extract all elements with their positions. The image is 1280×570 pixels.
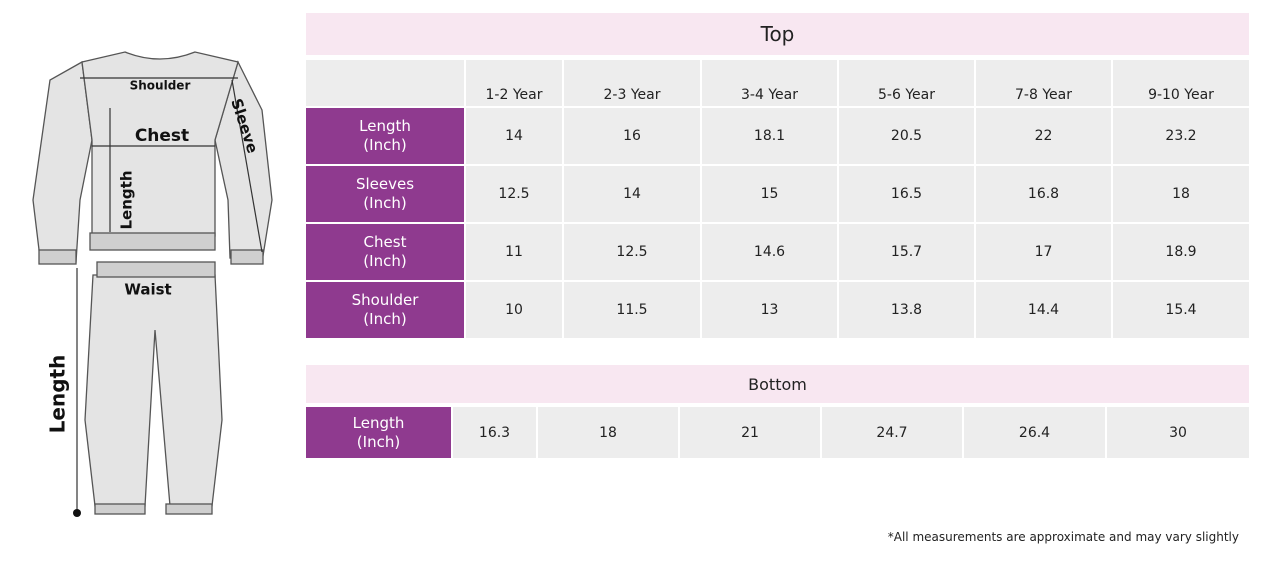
value-cell: 23.2	[1113, 108, 1249, 164]
label: Waist	[124, 281, 171, 299]
column-header: 1-2 Year	[466, 60, 562, 106]
footnote: *All measurements are approximate and ma…	[887, 530, 1239, 544]
value-cell: 11	[466, 224, 562, 280]
value-cell: 12.5	[564, 224, 700, 280]
table-title: Bottom	[306, 365, 1249, 403]
value-cell: 16.3	[453, 407, 536, 458]
row-name: Sleeves	[355, 175, 415, 193]
table-title: Top	[306, 13, 1249, 55]
value-cell: 15	[702, 166, 837, 222]
value-cell: 18	[538, 407, 678, 458]
value-cell: 15.4	[1113, 282, 1249, 338]
value-cell: 14	[564, 166, 700, 222]
label: Shoulder	[130, 79, 191, 93]
value-cell: 22	[976, 108, 1111, 164]
left-sleeve	[32, 60, 93, 263]
row-unit: (Inch)	[356, 432, 401, 451]
row-label: Length (Inch)	[306, 108, 464, 164]
value-cell: 17	[976, 224, 1111, 280]
column-header: 5-6 Year	[839, 60, 974, 106]
legs	[84, 274, 223, 507]
row-unit: (Inch)	[363, 252, 407, 270]
value-cell: 26.4	[964, 407, 1105, 458]
bottom-table: Length (Inch) 16.3 18 21 24.7 26.4 30	[306, 407, 1249, 458]
row-label: Shoulder (Inch)	[306, 282, 464, 338]
value-cell: 12.5	[466, 166, 562, 222]
row-label: Length (Inch)	[306, 407, 451, 458]
waistband	[96, 261, 216, 278]
value-cell: 13	[702, 282, 837, 338]
value-cell: 18.9	[1113, 224, 1249, 280]
row-label: Sleeves (Inch)	[306, 166, 464, 222]
column-header: 9-10 Year	[1113, 60, 1249, 106]
waistband	[89, 232, 216, 251]
measure-line	[231, 79, 263, 253]
row-unit: (Inch)	[363, 136, 407, 154]
value-cell: 18	[1113, 166, 1249, 222]
value-cell: 30	[1107, 407, 1249, 458]
value-cell: 16	[564, 108, 700, 164]
column-header: 7-8 Year	[976, 60, 1111, 106]
value-cell: 15.7	[839, 224, 974, 280]
value-cell: 13.8	[839, 282, 974, 338]
value-cell: 14.4	[976, 282, 1111, 338]
value-cell: 24.7	[822, 407, 962, 458]
cuff	[230, 249, 264, 265]
top-table: 1-2 Year 2-3 Year 3-4 Year 5-6 Year 7-8 Year…	[306, 60, 1249, 338]
row-unit: (Inch)	[363, 194, 407, 212]
value-cell: 21	[680, 407, 820, 458]
value-cell: 14.6	[702, 224, 837, 280]
cuff	[94, 503, 146, 515]
row-name: Chest	[363, 233, 407, 251]
measure-lines	[76, 77, 263, 513]
cuff	[165, 503, 213, 515]
value-cell: 16.8	[976, 166, 1111, 222]
label: Chest	[135, 126, 189, 146]
label: Length	[118, 171, 136, 230]
value-cell: 14	[466, 108, 562, 164]
row-name: Length	[359, 117, 411, 135]
label: Length	[46, 355, 70, 434]
row-unit: (Inch)	[363, 310, 407, 328]
row-name: Shoulder	[351, 291, 419, 309]
column-header: 2-3 Year	[564, 60, 700, 106]
pants	[84, 261, 223, 515]
illustration: Shoulder Chest Sleeve Length Waist Lengt…	[32, 51, 273, 517]
value-cell: 11.5	[564, 282, 700, 338]
sweatshirt	[32, 51, 273, 265]
measure-dot	[73, 509, 81, 517]
header-cell	[306, 60, 464, 106]
value-cell: 10	[466, 282, 562, 338]
cuff	[38, 249, 77, 265]
value-cell: 20.5	[839, 108, 974, 164]
value-cell: 16.5	[839, 166, 974, 222]
row-name: Length	[352, 413, 405, 432]
row-label: Chest (Inch)	[306, 224, 464, 280]
value-cell: 18.1	[702, 108, 837, 164]
column-header: 3-4 Year	[702, 60, 837, 106]
